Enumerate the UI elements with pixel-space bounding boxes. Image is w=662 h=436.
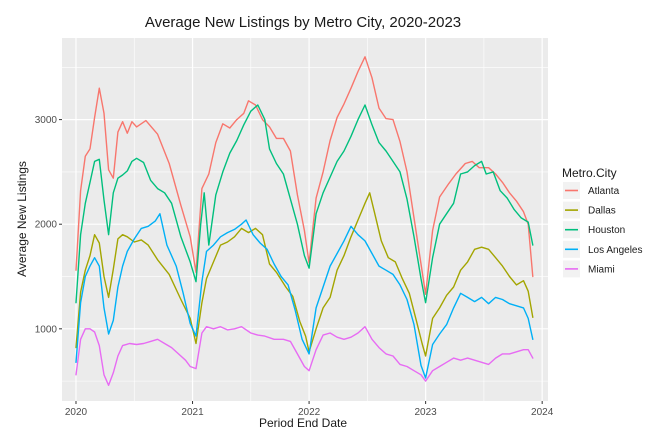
x-tick-label: 2020 (65, 407, 88, 418)
legend-label-los-angeles: Los Angeles (588, 245, 643, 256)
plot-panel (62, 38, 548, 401)
y-tick-label: 3000 (35, 115, 58, 126)
y-axis: 1000 2000 3000 (35, 115, 62, 335)
x-tick-label: 2024 (531, 407, 554, 418)
legend: Metro.City Atlanta Dallas Houston Los Angel… (562, 166, 643, 278)
x-tick-label: 2021 (181, 407, 204, 418)
series-line-los-angeles (75, 213, 534, 379)
legend-label-atlanta: Atlanta (588, 186, 620, 197)
series-line-miami (75, 326, 534, 386)
y-axis-label: Average New Listings (15, 161, 29, 277)
x-tick-label: 2022 (298, 407, 321, 418)
x-axis: 2020 2021 2022 2023 2024 (65, 401, 554, 418)
x-axis-label: Period End Date (259, 416, 347, 430)
legend-label-dallas: Dallas (588, 206, 616, 217)
legend-title: Metro.City (562, 166, 617, 180)
y-tick-label: 1000 (35, 324, 58, 335)
x-tick-label: 2023 (415, 407, 438, 418)
chart-title: Average New Listings by Metro City, 2020… (145, 14, 461, 31)
series-line-dallas (75, 192, 534, 357)
legend-label-miami: Miami (588, 264, 615, 275)
series-lines (75, 56, 534, 386)
series-line-houston (75, 104, 534, 304)
series-line-atlanta (75, 56, 534, 295)
y-tick-label: 2000 (35, 220, 58, 231)
legend-label-houston: Houston (588, 225, 625, 236)
